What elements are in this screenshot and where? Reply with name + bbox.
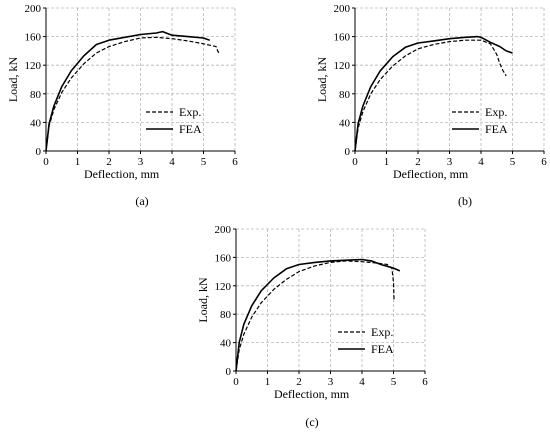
y-tick-label: 200: [25, 3, 42, 15]
y-tick-label: 80: [30, 89, 42, 101]
x-tick-label: 3: [328, 376, 334, 388]
x-tick-label: 4: [478, 156, 484, 168]
series-line-exp: [45, 36, 220, 152]
legend-label: Exp.: [371, 325, 393, 339]
chart-panel-b: 0 1 2 3 4 5 6 0 40 80 120 160 200 Deflection, mm Load,…: [315, 3, 547, 208]
y-tick-label: 120: [334, 60, 351, 72]
legend-label: FEA: [485, 122, 508, 136]
series-line-exp: [354, 39, 507, 152]
y-tick-label: 0: [36, 146, 42, 158]
x-tick-label: 0: [43, 156, 49, 168]
x-tick-label: 2: [415, 156, 421, 168]
series-line-fea: [45, 30, 211, 152]
y-tick-label: 80: [339, 89, 351, 101]
y-tick-label: 0: [345, 146, 351, 158]
y-tick-label: 160: [25, 32, 42, 44]
x-tick-label: 6: [232, 156, 238, 168]
y-tick-label: 120: [215, 281, 232, 293]
legend-label: Exp.: [179, 105, 201, 119]
legend-label: FEA: [179, 122, 202, 136]
x-tick-label: 2: [106, 156, 112, 168]
x-tick-label: 3: [138, 156, 144, 168]
x-tick-label: 5: [391, 376, 397, 388]
x-tick-label: 1: [75, 156, 81, 168]
panel-caption: (b): [458, 194, 472, 208]
chart-panel-c: 0 1 2 3 4 5 6 0 40 80 120 160 200 Deflection, mm Load,…: [196, 224, 428, 429]
y-axis-label: Load, kN: [6, 57, 20, 103]
y-tick-label: 0: [226, 366, 232, 378]
x-tick-label: 0: [233, 376, 239, 388]
x-tick-label: 1: [265, 376, 271, 388]
y-tick-label: 40: [30, 117, 42, 129]
y-tick-label: 200: [215, 224, 232, 236]
panel-caption: (c): [305, 415, 318, 429]
legend-label: Exp.: [485, 105, 507, 119]
y-tick-label: 200: [334, 3, 351, 15]
y-tick-label: 120: [25, 60, 42, 72]
x-tick-label: 6: [541, 156, 547, 168]
y-tick-label: 40: [339, 117, 351, 129]
x-tick-label: 5: [510, 156, 516, 168]
x-tick-label: 2: [296, 376, 302, 388]
panel-caption: (a): [135, 194, 148, 208]
x-tick-label: 3: [447, 156, 453, 168]
x-tick-label: 5: [201, 156, 207, 168]
x-tick-label: 0: [352, 156, 358, 168]
series-line-fea: [235, 258, 401, 372]
y-tick-label: 160: [334, 32, 351, 44]
x-axis-label: Deflection, mm: [393, 167, 469, 181]
x-tick-label: 4: [359, 376, 365, 388]
x-tick-label: 1: [384, 156, 390, 168]
x-tick-label: 4: [169, 156, 175, 168]
y-tick-label: 160: [215, 252, 232, 264]
series-line-exp: [235, 260, 395, 372]
y-tick-label: 80: [220, 309, 232, 321]
series-line-fea: [354, 35, 513, 152]
x-axis-label: Deflection, mm: [274, 387, 350, 401]
legend-label: FEA: [371, 342, 394, 356]
y-axis-label: Load, kN: [196, 277, 210, 323]
x-tick-label: 6: [422, 376, 428, 388]
y-tick-label: 40: [220, 338, 232, 350]
chart-panel-a: 0 1 2 3 4 5 6 0 40 80 120 160 200 Deflection, mm Load,…: [6, 3, 238, 208]
x-axis-label: Deflection, mm: [84, 167, 160, 181]
y-axis-label: Load, kN: [315, 57, 329, 103]
